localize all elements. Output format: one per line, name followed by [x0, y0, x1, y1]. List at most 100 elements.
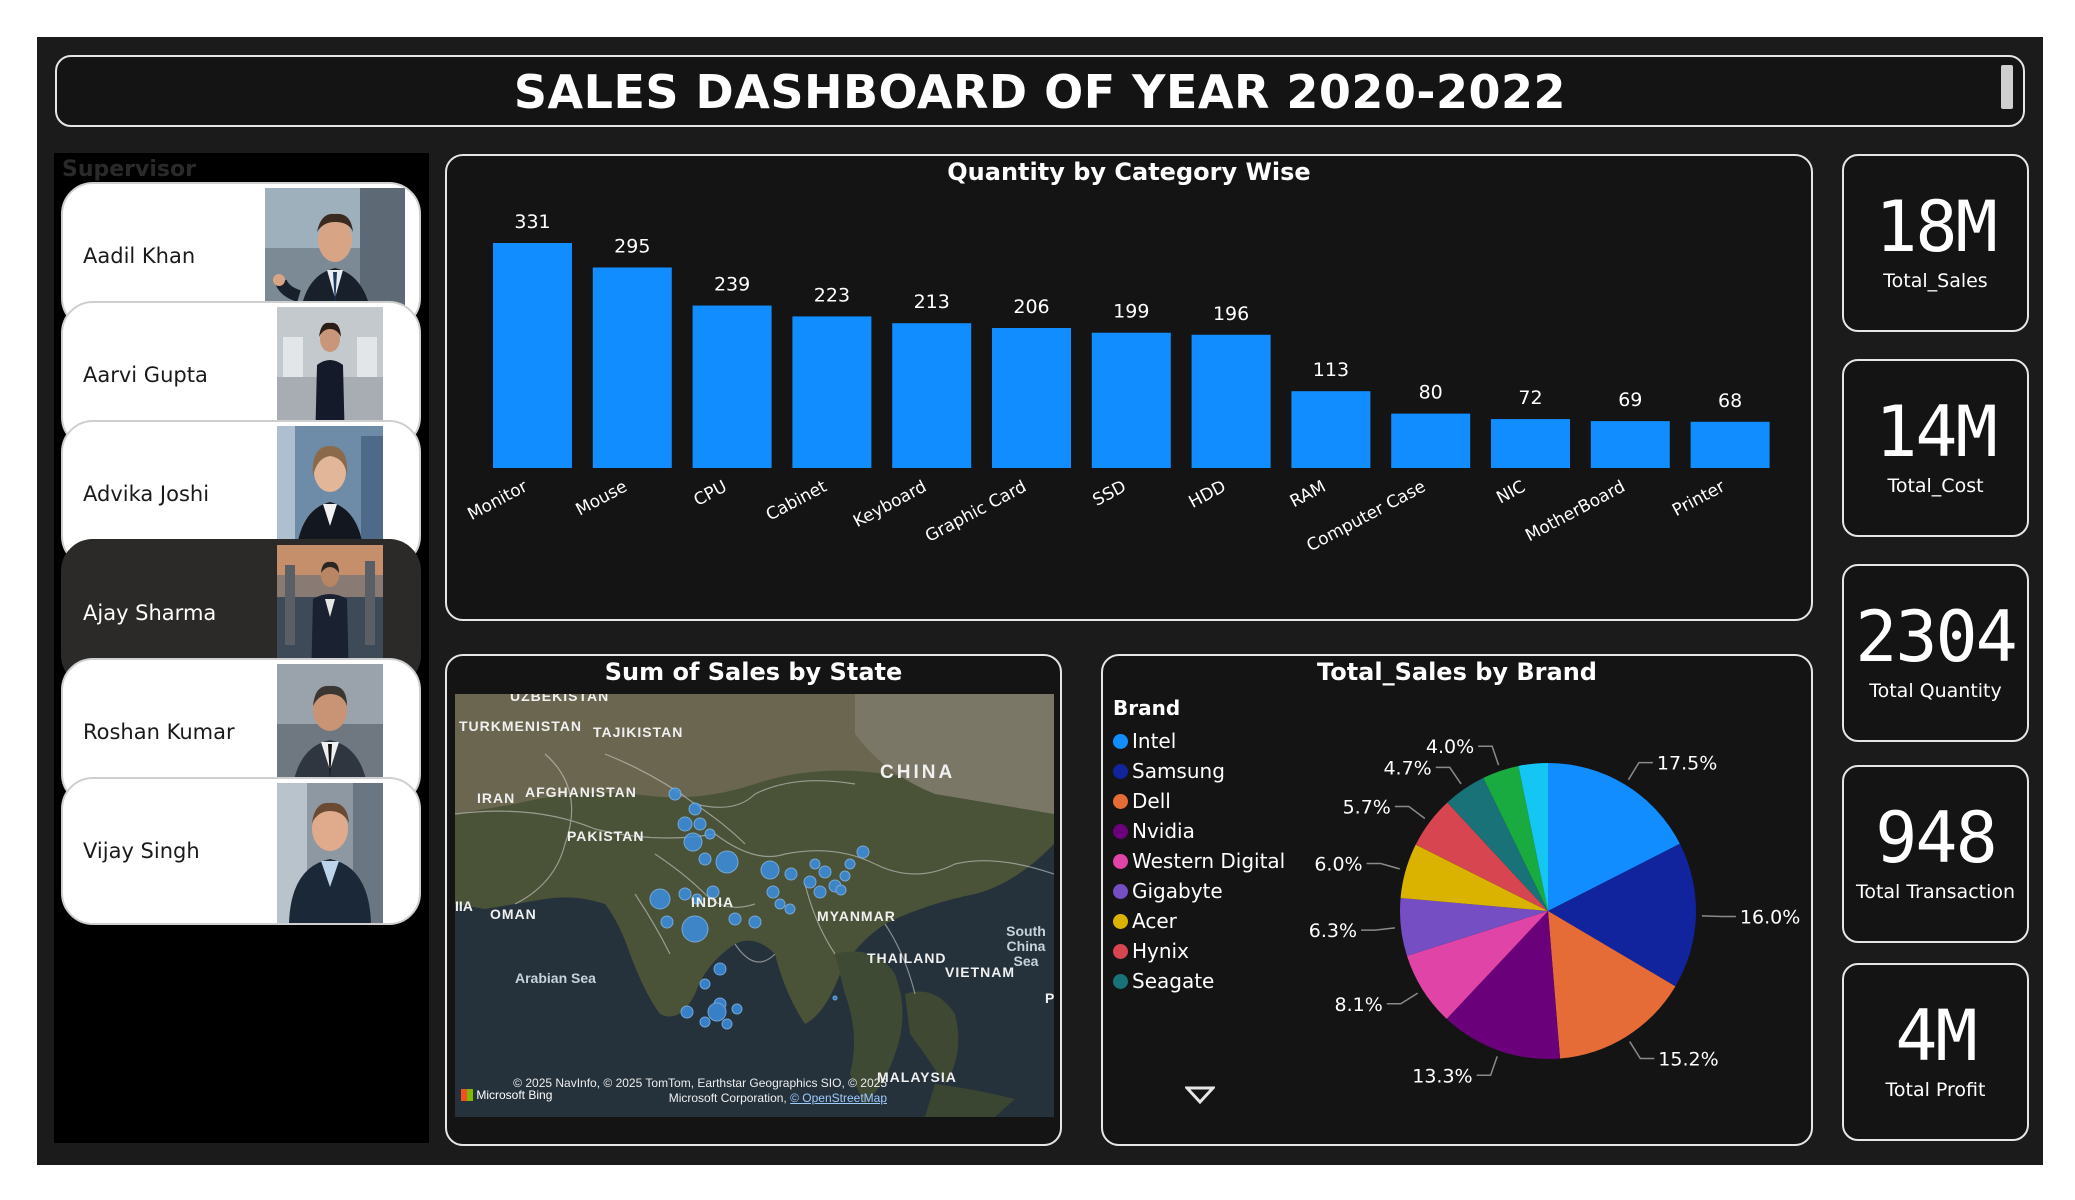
sales-by-brand-chart[interactable]: Total_Sales by Brand Brand Intel Samsung D… — [1101, 654, 1813, 1146]
legend-label: Western Digital — [1132, 849, 1286, 873]
bar-motherboard[interactable] — [1590, 421, 1670, 468]
map-canvas[interactable]: UZBEKISTAN TURKMENISTAN TAJIKISTAN CHINA… — [455, 694, 1054, 1117]
sales-by-state-map[interactable]: Sum of Sales by State — [445, 654, 1062, 1146]
bar-hdd[interactable] — [1191, 334, 1271, 468]
header-banner: SALES DASHBOARD OF YEAR 2020-2022 — [55, 55, 2025, 127]
legend-item-seagate[interactable]: Seagate — [1113, 969, 1214, 993]
legend-label: Seagate — [1132, 969, 1215, 993]
pie-slice-western-digital[interactable] — [1406, 911, 1548, 1019]
kpi-label: Total_Sales — [1883, 270, 1988, 292]
kpi-value: 4M — [1895, 995, 1977, 1077]
pie-slice-dell[interactable] — [1548, 911, 1676, 1059]
legend-dot-icon — [1113, 974, 1128, 989]
map-attribution: © 2025 NavInfo, © 2025 TomTom, Earthstar… — [513, 1076, 887, 1105]
bar-chart-title: Quantity by Category Wise — [947, 158, 1311, 186]
kpi-value: 14M — [1875, 391, 1997, 473]
bar-monitor[interactable] — [493, 243, 572, 468]
legend-item-gigabyte[interactable]: Gigabyte — [1113, 879, 1223, 903]
map-label: UZBEKISTAN — [510, 694, 610, 704]
bar-computer-case[interactable] — [1391, 413, 1471, 468]
legend-dot-icon — [1113, 794, 1128, 809]
dashboard-canvas: SALES DASHBOARD OF YEAR 2020-2022 Superv… — [37, 37, 2043, 1165]
pie-data-label: 15.2% — [1658, 1048, 1718, 1070]
bar-ram[interactable] — [1291, 391, 1371, 468]
header-scrollbar[interactable] — [2001, 65, 2013, 109]
map-background — [455, 694, 1054, 1117]
legend-item-western-digital[interactable]: Western Digital — [1113, 849, 1285, 873]
pie-data-label: 13.3% — [1412, 1065, 1472, 1087]
legend-dot-icon — [1113, 734, 1128, 749]
pie-slice[interactable] — [1483, 765, 1548, 911]
pie-leader-line — [1394, 805, 1426, 820]
bar-ssd[interactable] — [1091, 332, 1171, 468]
bar-cabinet[interactable] — [792, 316, 872, 468]
legend-item-acer[interactable]: Acer — [1113, 909, 1177, 933]
map-label: INDIA — [691, 894, 735, 910]
kpi-total-cost: 14M Total_Cost — [1842, 359, 2029, 537]
pie-leader-line — [1629, 1041, 1655, 1060]
pie-leader-line — [1366, 862, 1401, 870]
pie-slice-gigabyte[interactable] — [1400, 897, 1548, 956]
pie-slice-seagate[interactable] — [1447, 777, 1548, 911]
bar-graphic-card[interactable] — [992, 327, 1071, 468]
legend-label: Nvidia — [1132, 819, 1195, 843]
openstreetmap-link[interactable]: © OpenStreetMap — [790, 1091, 887, 1105]
bar-data-label: 69 — [1618, 389, 1642, 411]
supervisor-name: Advika Joshi — [83, 482, 210, 506]
kpi-label: Total Quantity — [1869, 680, 2002, 702]
bar-category-label: Monitor — [464, 477, 530, 525]
bar-category-label: RAM — [1287, 477, 1329, 512]
legend-label: Gigabyte — [1132, 879, 1223, 903]
bar-data-label: 206 — [1013, 296, 1049, 318]
pie-slice[interactable] — [1518, 763, 1548, 911]
pie-data-label: 6.0% — [1314, 854, 1362, 876]
microsoft-logo-icon — [461, 1089, 473, 1101]
pie-slice-intel[interactable] — [1548, 763, 1680, 911]
pie-leader-line — [1701, 915, 1736, 918]
legend-label: Dell — [1132, 789, 1171, 813]
legend-item-samsung[interactable]: Samsung — [1113, 759, 1225, 783]
map-label: MYANMAR — [817, 908, 896, 924]
bar-data-label: 72 — [1518, 387, 1542, 409]
bar-category-label: HDD — [1186, 477, 1230, 513]
supervisor-name: Vijay Singh — [83, 839, 200, 863]
map-label: OMAN — [490, 906, 537, 922]
kpi-label: Total Profit — [1885, 1079, 1986, 1101]
bar-printer[interactable] — [1690, 421, 1770, 468]
bar-keyboard[interactable] — [892, 323, 972, 468]
legend-scroll-down-icon[interactable] — [1185, 1086, 1215, 1104]
pie-slice-hynix[interactable] — [1415, 802, 1548, 911]
bar-nic[interactable] — [1491, 419, 1570, 468]
pie-data-label: 8.1% — [1335, 994, 1383, 1016]
legend-item-nvidia[interactable]: Nvidia — [1113, 819, 1195, 843]
pie-data-label: 5.7% — [1343, 797, 1391, 819]
legend-label: Hynix — [1132, 939, 1189, 963]
pie-slice-nvidia[interactable] — [1446, 911, 1561, 1059]
legend-label: Intel — [1132, 729, 1177, 753]
bar-data-label: 331 — [514, 211, 550, 233]
supervisor-card-vijay-singh[interactable]: Vijay Singh — [61, 777, 421, 925]
kpi-label: Total Transaction — [1855, 881, 2016, 903]
map-label: Arabian Sea — [515, 970, 596, 986]
pie-slice-samsung[interactable] — [1548, 843, 1696, 987]
pie-leader-line — [1435, 766, 1462, 785]
supervisor-name: Ajay Sharma — [83, 601, 217, 625]
pie-slice-acer[interactable] — [1400, 844, 1548, 911]
pie-data-label: 4.7% — [1383, 757, 1431, 779]
kpi-label: Total_Cost — [1887, 475, 1984, 497]
legend-item-intel[interactable]: Intel — [1113, 729, 1176, 753]
map-label: AFGHANISTAN — [525, 784, 637, 800]
kpi-total-profit: 4M Total Profit — [1842, 963, 2029, 1141]
legend-dot-icon — [1113, 884, 1128, 899]
quantity-by-category-chart[interactable]: Quantity by Category Wise 331 Monitor 295 M… — [445, 154, 1813, 621]
kpi-total-transaction: 948 Total Transaction — [1842, 765, 2029, 943]
bar-data-label: 196 — [1213, 303, 1249, 325]
bar-category-label: MotherBoard — [1522, 477, 1628, 546]
bar-category-label: Graphic Card — [922, 477, 1030, 547]
bar-mouse[interactable] — [592, 267, 672, 468]
bar-cpu[interactable] — [692, 305, 772, 468]
legend-item-dell[interactable]: Dell — [1113, 789, 1171, 813]
map-label: P — [1045, 990, 1054, 1006]
map-label: MALAYSIA — [877, 1069, 957, 1085]
legend-item-hynix[interactable]: Hynix — [1113, 939, 1189, 963]
